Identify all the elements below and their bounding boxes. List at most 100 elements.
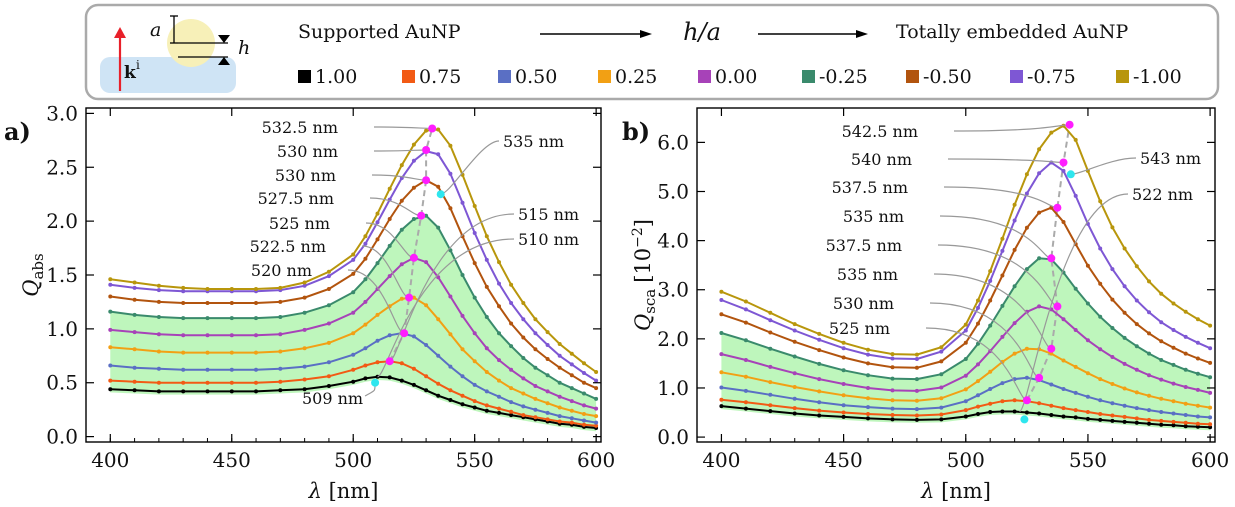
data-point [719, 397, 724, 402]
y-tick-label: 1.0 [46, 317, 78, 341]
data-point [841, 393, 846, 398]
legend-swatch [802, 70, 815, 83]
legend-item-label: 1.00 [315, 66, 357, 88]
data-point [1195, 340, 1200, 345]
y-axis-label: Qabs [19, 253, 47, 296]
legend-item: -0.50 [906, 66, 972, 88]
legend-item: -0.75 [1010, 66, 1076, 88]
data-point [1147, 373, 1151, 378]
data-point [914, 417, 919, 422]
data-point [988, 410, 993, 414]
data-point [436, 152, 441, 157]
peak-annotation: 525 nm [269, 214, 330, 233]
data-point [363, 322, 368, 327]
data-point [484, 234, 489, 239]
x-tick-label: 450 [213, 448, 251, 472]
panel-label: a) [4, 117, 31, 146]
data-point [460, 347, 465, 352]
y-axis-label: Qsca [10−2] [630, 219, 659, 331]
data-point [817, 377, 822, 382]
data-point [1195, 403, 1200, 408]
leader-line [373, 149, 427, 152]
data-point [1208, 323, 1213, 328]
data-point [436, 393, 441, 398]
data-point [472, 204, 477, 208]
data-point [557, 365, 562, 370]
data-point [1024, 225, 1029, 230]
data-point [533, 407, 538, 412]
peak-annotation: 525 nm [829, 319, 890, 338]
data-point [988, 369, 993, 374]
data-point [866, 352, 870, 357]
data-point [181, 285, 186, 290]
data-point [411, 217, 416, 221]
data-point [594, 370, 599, 374]
data-point [205, 380, 210, 385]
data-point [472, 231, 477, 235]
data-point [302, 280, 307, 285]
data-point [1122, 386, 1127, 391]
data-point [1110, 225, 1115, 230]
data-point [890, 406, 895, 411]
data-point [509, 409, 514, 414]
panel-b: 542.5 nm 540 nm 537.5 nm 535 nm 537.5 nm 535 … [622, 107, 1229, 503]
data-point [399, 378, 404, 383]
data-point [302, 283, 307, 288]
data-point [1000, 399, 1005, 404]
data-point [743, 320, 748, 325]
data-point [569, 420, 574, 425]
data-point [1098, 412, 1103, 416]
leader-line [929, 302, 1040, 379]
data-point [326, 287, 331, 291]
data-point [1000, 381, 1005, 386]
data-point [1012, 202, 1017, 207]
data-point [521, 376, 526, 381]
data-point [399, 163, 404, 168]
data-point [1171, 301, 1176, 306]
data-point [963, 414, 968, 419]
data-point [1085, 416, 1090, 421]
data-point [302, 327, 307, 332]
data-point [988, 269, 993, 274]
data-point [939, 385, 944, 390]
data-point [399, 361, 404, 366]
data-point [1000, 236, 1005, 241]
data-point [1122, 403, 1127, 408]
data-point [424, 388, 429, 393]
data-point [743, 299, 748, 304]
data-point [351, 271, 356, 276]
data-point [156, 349, 161, 354]
data-point [719, 385, 724, 390]
x-axis-unit: [nm] [329, 479, 379, 503]
series--1.00 [719, 123, 1213, 357]
data-point [375, 312, 380, 317]
data-point [108, 387, 113, 392]
data-point [351, 331, 356, 336]
peak-trace [388, 128, 434, 362]
peak-marker-alt [436, 190, 445, 199]
data-point [411, 334, 416, 339]
data-point [448, 332, 453, 337]
data-point [1134, 264, 1139, 269]
data-point [302, 346, 307, 351]
leader-line [947, 158, 1064, 164]
data-point [351, 290, 356, 295]
data-point [181, 301, 186, 305]
data-point [1012, 247, 1017, 252]
data-point [1134, 344, 1139, 349]
data-point [229, 367, 234, 372]
data-point [254, 333, 258, 338]
data-point [1122, 414, 1127, 419]
data-point [1183, 367, 1188, 372]
series--0.50 [108, 178, 599, 391]
data-point [1159, 410, 1164, 414]
legend-swatch [1116, 70, 1129, 83]
data-point [1098, 281, 1103, 286]
data-point [963, 399, 968, 404]
data-point [509, 282, 514, 287]
data-point [866, 361, 870, 366]
data-point [326, 374, 331, 379]
peak-annotation: 515 nm [518, 205, 579, 224]
data-point [278, 332, 283, 337]
